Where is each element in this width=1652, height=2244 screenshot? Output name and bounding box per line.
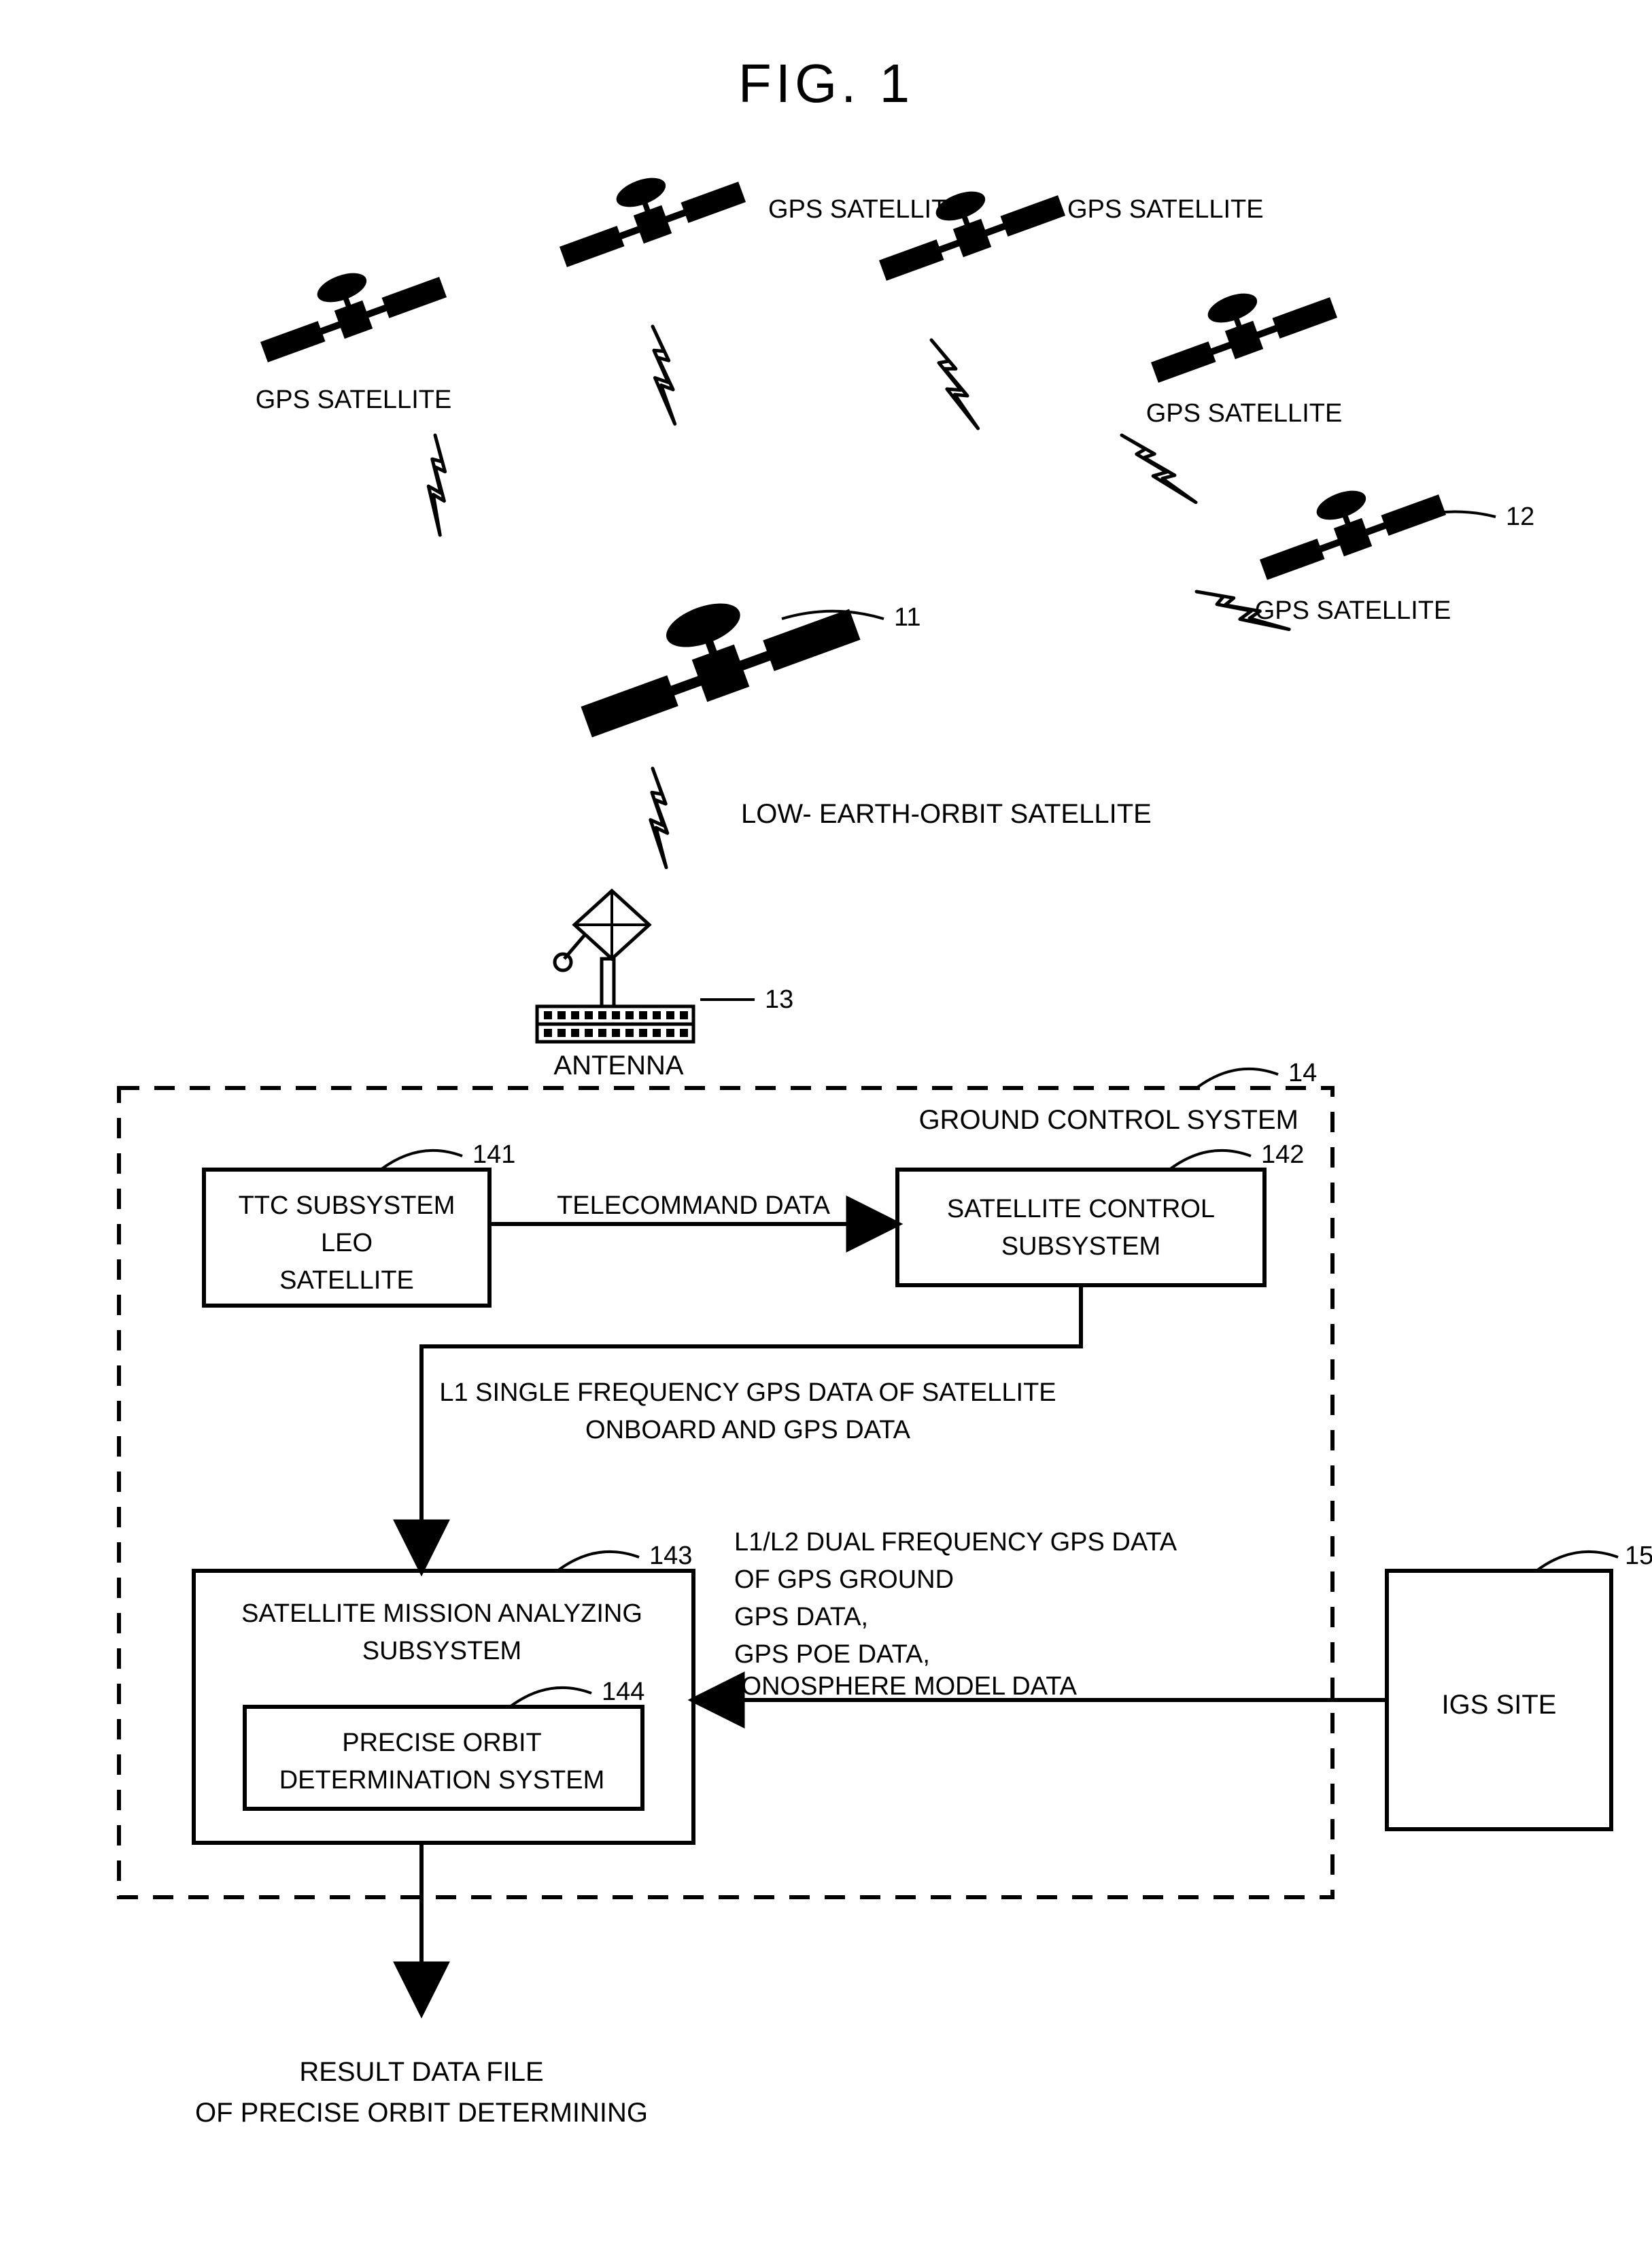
leo-satellite — [563, 559, 863, 743]
igs-line5: IONOSPHERE MODEL DATA — [734, 1672, 1078, 1701]
ttc-line1: TTC SUBSYSTEM — [239, 1191, 455, 1220]
bolt-leo-antenna — [636, 768, 683, 868]
ref-141: 141 — [472, 1140, 515, 1169]
gps-sat-4-label: GPS SATELLITE — [1146, 399, 1343, 428]
telecommand-label: TELECOMMAND DATA — [557, 1191, 830, 1220]
gps-sat-5 — [1247, 461, 1447, 583]
smas-line2: SUBSYSTEM — [362, 1637, 521, 1665]
ref-14-leader — [1197, 1069, 1278, 1088]
ref-12: 12 — [1506, 503, 1534, 531]
ref-141-leader — [381, 1151, 462, 1170]
scs-smas-line1: L1 SINGLE FREQUENCY GPS DATA OF SATELLIT… — [439, 1378, 1056, 1407]
bolt-1 — [411, 435, 465, 535]
bolt-3 — [931, 335, 978, 434]
gps-sat-3-label: GPS SATELLITE — [1067, 195, 1264, 224]
gcs-label: GROUND CONTROL SYSTEM — [918, 1105, 1298, 1135]
igs-line2: OF GPS GROUND — [734, 1565, 954, 1594]
ref-142-leader — [1169, 1151, 1251, 1170]
figure-title: FIG. 1 — [738, 53, 914, 114]
ttc-line3: SATELLITE — [279, 1266, 414, 1295]
ref-13: 13 — [765, 985, 793, 1014]
ref-142: 142 — [1261, 1140, 1304, 1169]
leo-label: LOW- EARTH-ORBIT SATELLITE — [741, 799, 1152, 829]
smas-line1: SATELLITE MISSION ANALYZING — [241, 1599, 642, 1628]
scs-line2: SUBSYSTEM — [1001, 1232, 1160, 1261]
scs-smas-line2: ONBOARD AND GPS DATA — [585, 1416, 911, 1444]
ref-144: 144 — [602, 1678, 644, 1706]
gps-sat-1-label: GPS SATELLITE — [256, 386, 452, 414]
antenna-icon — [537, 891, 693, 1042]
ttc-line2: LEO — [321, 1229, 373, 1257]
output-line2: OF PRECISE ORBIT DETERMINING — [195, 2098, 648, 2128]
ref-143-leader — [557, 1552, 639, 1571]
igs-line1: L1/L2 DUAL FREQUENCY GPS DATA — [734, 1528, 1177, 1557]
igs-line3: GPS DATA, — [734, 1603, 868, 1631]
gps-sat-4 — [1139, 264, 1339, 386]
output-line1: RESULT DATA FILE — [299, 2057, 543, 2087]
ref-15-leader — [1536, 1552, 1618, 1571]
scs-box — [897, 1170, 1264, 1285]
scs-line1: SATELLITE CONTROL — [947, 1195, 1215, 1223]
pods-line2: DETERMINATION SYSTEM — [279, 1766, 605, 1795]
bolt-4 — [1122, 420, 1196, 518]
gps-sat-2 — [547, 148, 747, 271]
bolt-2 — [644, 326, 683, 424]
gps-sat-1 — [248, 243, 448, 366]
igs-label: IGS SITE — [1442, 1690, 1557, 1720]
ref-144-leader — [510, 1688, 591, 1707]
antenna-label: ANTENNA — [553, 1051, 683, 1081]
pods-line1: PRECISE ORBIT — [342, 1729, 542, 1757]
gps-sat-5-label: GPS SATELLITE — [1255, 596, 1451, 625]
igs-line4: GPS POE DATA, — [734, 1640, 930, 1669]
ref-11: 11 — [894, 603, 920, 632]
gps-sat-2-label: GPS SATELLITE — [768, 195, 965, 224]
ref-14: 14 — [1288, 1059, 1317, 1087]
ref-143: 143 — [649, 1542, 692, 1570]
ref-15: 15 — [1625, 1542, 1652, 1570]
